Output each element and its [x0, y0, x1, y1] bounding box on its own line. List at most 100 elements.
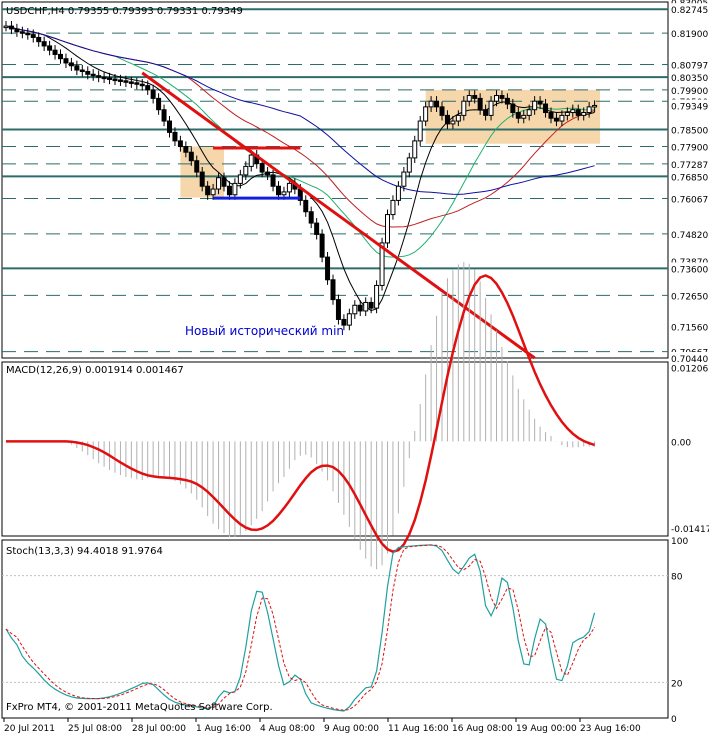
price-label-bg — [669, 123, 709, 136]
candle-body — [265, 171, 271, 176]
symbol-header: USDCHF,H4 0.79355 0.79393 0.79331 0.7934… — [6, 6, 243, 17]
footer-copyright: FxPro MT4, © 2001-2011 MetaQuotes Softwa… — [6, 702, 273, 713]
price-label-bg — [669, 58, 709, 71]
candle-body — [412, 140, 418, 159]
macd-tick-label: 0.012062 — [671, 365, 709, 375]
candle-body — [52, 49, 58, 55]
candle-body — [379, 242, 385, 286]
stoch-tick-label: 20 — [671, 679, 683, 689]
stoch-signal-line — [5, 544, 596, 711]
price-tick-label: 0.70440 — [671, 355, 708, 365]
stoch-title: Stoch(13,3,3) 94.4018 91.9764 — [6, 546, 163, 557]
candle-body — [128, 81, 134, 84]
candle-body — [36, 36, 42, 43]
candle-body — [96, 75, 102, 78]
candle-body — [346, 313, 352, 326]
price-tick-label: 0.71560 — [671, 323, 708, 333]
price-tick-label: 0.76067 — [671, 196, 708, 206]
candle-body — [177, 140, 183, 148]
candle-body — [395, 185, 401, 201]
candle-body — [248, 154, 254, 167]
candle-body — [423, 106, 429, 122]
candle-body — [477, 97, 483, 111]
x-tick-label: 20 Jul 2011 — [4, 724, 55, 734]
panel-frame — [1, 539, 669, 719]
price-label-bg — [669, 3, 709, 16]
price-label-bg — [669, 157, 709, 170]
candle-body — [112, 78, 118, 82]
price-tick-label: 0.81900 — [671, 30, 708, 40]
x-tick-label: 1 Aug 16:00 — [196, 724, 251, 734]
x-tick-label: 16 Aug 08:00 — [452, 724, 513, 734]
candle-body — [210, 188, 216, 196]
x-tick-label: 28 Jul 00:00 — [132, 724, 186, 734]
candle-body — [194, 160, 200, 173]
price-label-bg — [669, 71, 709, 84]
panel-frame — [1, 361, 669, 537]
candle-body — [374, 284, 380, 309]
price-tick-label: 0.80350 — [671, 74, 708, 84]
candle-body — [559, 114, 565, 122]
candle-body — [461, 100, 467, 116]
price-tick-label: 0.78500 — [671, 127, 708, 137]
candle-body — [47, 45, 53, 51]
price-label-bg — [669, 140, 709, 153]
price-label-bg — [669, 99, 709, 112]
price-tick-label: 0.79900 — [671, 87, 708, 97]
candle-body — [286, 182, 292, 193]
candle-body — [237, 174, 243, 184]
candle-body — [25, 32, 31, 36]
candle-body — [319, 233, 325, 258]
candle-body — [341, 318, 347, 326]
candle-body — [510, 103, 516, 114]
candle-body — [515, 112, 521, 119]
candle-body — [172, 131, 178, 142]
candle-body — [564, 112, 570, 116]
candle-body — [335, 299, 341, 320]
price-label-bg — [669, 170, 709, 183]
candle-body — [101, 76, 107, 80]
candle-body — [504, 97, 510, 105]
candle-body — [276, 185, 281, 196]
candle-body — [439, 106, 445, 116]
candle-body — [58, 53, 63, 60]
candle-body — [161, 109, 167, 122]
candle-body — [390, 199, 396, 216]
candle-body — [314, 222, 320, 235]
candle-body — [205, 185, 211, 196]
price-label-bg — [669, 83, 709, 96]
price-tick-label: 0.73600 — [671, 265, 708, 275]
candle-body — [434, 100, 440, 108]
candle-body — [74, 65, 80, 71]
price-tick-label: 0.74820 — [671, 231, 708, 241]
annotation-new-min: Новый исторический min — [185, 324, 344, 338]
candle-body — [553, 117, 559, 122]
candle-body — [483, 109, 489, 116]
candle-body — [330, 279, 336, 301]
stoch-main-line — [5, 544, 596, 712]
x-tick-label: 23 Aug 16:00 — [580, 724, 641, 734]
candle-body — [123, 80, 129, 83]
candle-body — [526, 109, 532, 116]
candle-body — [488, 100, 494, 116]
x-tick-label: 4 Aug 08:00 — [260, 724, 315, 734]
candle-body — [325, 256, 331, 281]
x-tick-label: 25 Jul 08:00 — [68, 724, 122, 734]
candle-body — [41, 41, 47, 47]
time-axis: 20 Jul 2011 25 Jul 08:00 28 Jul 00:00 1 Aug… — [3, 718, 641, 734]
candle-body — [521, 114, 527, 119]
stoch-tick-label: 0 — [671, 715, 677, 725]
candle-body — [270, 174, 276, 187]
price-tick-label: 0.77287 — [671, 161, 708, 171]
stoch-tick-label: 100 — [671, 537, 688, 547]
candle-body — [586, 106, 592, 114]
candle-body — [532, 100, 538, 111]
candle-body — [385, 214, 390, 244]
candle-body — [232, 182, 238, 196]
price-tick-label: 0.72650 — [671, 292, 708, 302]
candle-body — [281, 191, 287, 196]
price-panel: 0.830050.827450.819000.807970.803500.799… — [2, 0, 709, 365]
stoch-tick-label: 80 — [671, 573, 683, 583]
